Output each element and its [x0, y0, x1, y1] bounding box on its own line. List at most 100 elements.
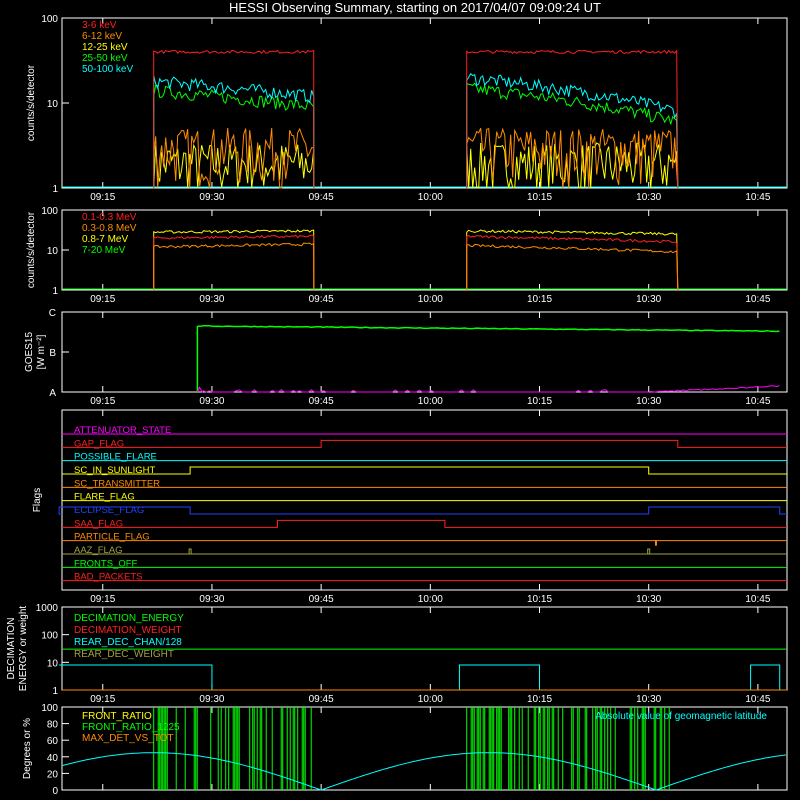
y-axis-label: GOES15: [24, 332, 35, 372]
y-tick-label: 1000: [36, 603, 59, 614]
y-tick-label: C: [49, 308, 56, 319]
legend-entry: 0.1-0.3 MeV: [82, 212, 137, 223]
y-axis-label: counts/s/detector: [26, 211, 37, 288]
time-tick-label: 09:30: [199, 294, 224, 305]
y-axis-label: Flags: [32, 488, 43, 512]
time-tick-label: 10:30: [636, 396, 661, 407]
series-line: [153, 234, 679, 291]
y-tick-label: 10: [47, 99, 59, 110]
series-line: [153, 49, 679, 189]
y-tick-label: 20: [47, 769, 59, 780]
legend-entry: 6-12 keV: [82, 31, 122, 42]
time-tick-label: 09:45: [309, 396, 334, 407]
time-tick-label: 10:15: [527, 396, 552, 407]
flag-label: PARTICLE_FLAG: [74, 532, 150, 543]
y-tick-label: A: [49, 388, 56, 399]
time-tick-label: 09:30: [199, 192, 224, 203]
legend-entry: REAR_DEC_CHAN/128: [74, 637, 182, 648]
time-tick-label: 09:30: [199, 594, 224, 605]
legend-entry: 50-100 keV: [82, 64, 133, 75]
flag-label: FRONTS_OFF: [74, 558, 138, 569]
flag-label: BAD_PACKETS: [74, 572, 142, 583]
y-tick-label: 0: [52, 786, 58, 797]
chart-title: HESSI Observing Summary, starting on 201…: [229, 0, 601, 15]
legend-entry: FRONT_RATIO: [82, 711, 152, 722]
time-tick-label: 10:00: [418, 694, 443, 705]
time-tick-label: 09:15: [90, 594, 115, 605]
time-tick-label: 10:15: [527, 694, 552, 705]
time-tick-label: 09:30: [199, 694, 224, 705]
flag-label: SAA_FLAG: [74, 518, 123, 529]
flag-label: GAP_FLAG: [74, 438, 124, 449]
panel-frame-5: [61, 706, 788, 791]
time-tick-label: 10:45: [745, 294, 770, 305]
series-line: [153, 82, 679, 189]
time-tick-label: 09:45: [309, 294, 334, 305]
flag-label: SC_IN_SUNLIGHT: [74, 465, 155, 476]
time-tick-label: 10:30: [636, 594, 661, 605]
flag-line: [58, 506, 787, 515]
aaz-flag-bump: [188, 548, 192, 554]
flag-line: [62, 519, 787, 528]
legend-entry: 0.8-7 MeV: [82, 234, 128, 245]
time-tick-label: 09:15: [90, 294, 115, 305]
time-tick-label: 10:00: [418, 396, 443, 407]
time-tick-label: 10:45: [745, 594, 770, 605]
time-tick-label: 10:30: [636, 192, 661, 203]
flag-label: ECLIPSE_FLAG: [74, 505, 144, 516]
time-tick-label: 09:30: [199, 396, 224, 407]
time-tick-label: 10:15: [527, 594, 552, 605]
legend-entry: 7-20 MeV: [82, 245, 126, 256]
aaz-flag-bump: [647, 548, 651, 554]
time-tick-label: 10:00: [418, 192, 443, 203]
time-tick-label: 10:45: [745, 396, 770, 407]
time-tick-label: 10:15: [527, 192, 552, 203]
time-tick-label: 10:30: [636, 294, 661, 305]
time-tick-label: 10:15: [527, 294, 552, 305]
y-tick-label: 10: [47, 658, 59, 669]
flag-label: POSSIBLE_FLARE: [74, 452, 157, 463]
series-line: [153, 127, 679, 189]
flag-line: [62, 466, 787, 475]
legend-entry: DECIMATION_WEIGHT: [74, 625, 182, 636]
time-tick-label: 10:45: [745, 694, 770, 705]
legend-entry: 25-50 keV: [82, 53, 128, 64]
flag-label: SC_TRANSMITTER: [74, 478, 160, 489]
y-axis-label: DECIMATION: [6, 617, 17, 679]
flag-label: AAZ_FLAG: [74, 545, 123, 556]
time-tick-label: 09:15: [90, 396, 115, 407]
panel-frame-1: [61, 209, 788, 291]
time-tick-label: 09:45: [309, 694, 334, 705]
goes-long-line: [196, 324, 780, 392]
y-axis-label: [W m⁻²]: [36, 334, 47, 369]
y-tick-label: 1: [52, 286, 58, 297]
y-tick-label: 1: [52, 686, 58, 697]
time-tick-label: 10:00: [418, 294, 443, 305]
legend-entry: REAR_DEC_WEIGHT: [74, 649, 174, 660]
goes-short-line: [196, 385, 780, 393]
y-tick-label: B: [49, 348, 56, 359]
y-tick-label: 100: [41, 703, 58, 714]
time-tick-label: 09:15: [90, 694, 115, 705]
time-tick-label: 09:15: [90, 192, 115, 203]
panel-frame-0: [61, 17, 788, 189]
rear-dec-chan-line: [59, 664, 781, 691]
y-tick-label: 60: [47, 736, 59, 747]
legend-entry: 12-25 keV: [82, 42, 128, 53]
y-tick-label: 100: [41, 631, 58, 642]
series-line: [153, 229, 679, 291]
series-line: [153, 72, 679, 189]
flag-label: FLARE_FLAG: [74, 492, 135, 503]
legend-entry: 0.3-0.8 MeV: [82, 223, 137, 234]
time-tick-label: 10:45: [745, 192, 770, 203]
flag-line: [62, 439, 787, 448]
y-tick-label: 80: [47, 720, 59, 731]
time-tick-label: 10:00: [418, 594, 443, 605]
time-tick-label: 09:45: [309, 594, 334, 605]
y-axis-label: ENERGY or weight: [18, 606, 29, 692]
legend-entry: 3-6 keV: [82, 20, 117, 31]
y-tick-label: 1: [52, 184, 58, 195]
panel-frame-2: [61, 311, 788, 393]
y-tick-label: 100: [41, 206, 58, 217]
